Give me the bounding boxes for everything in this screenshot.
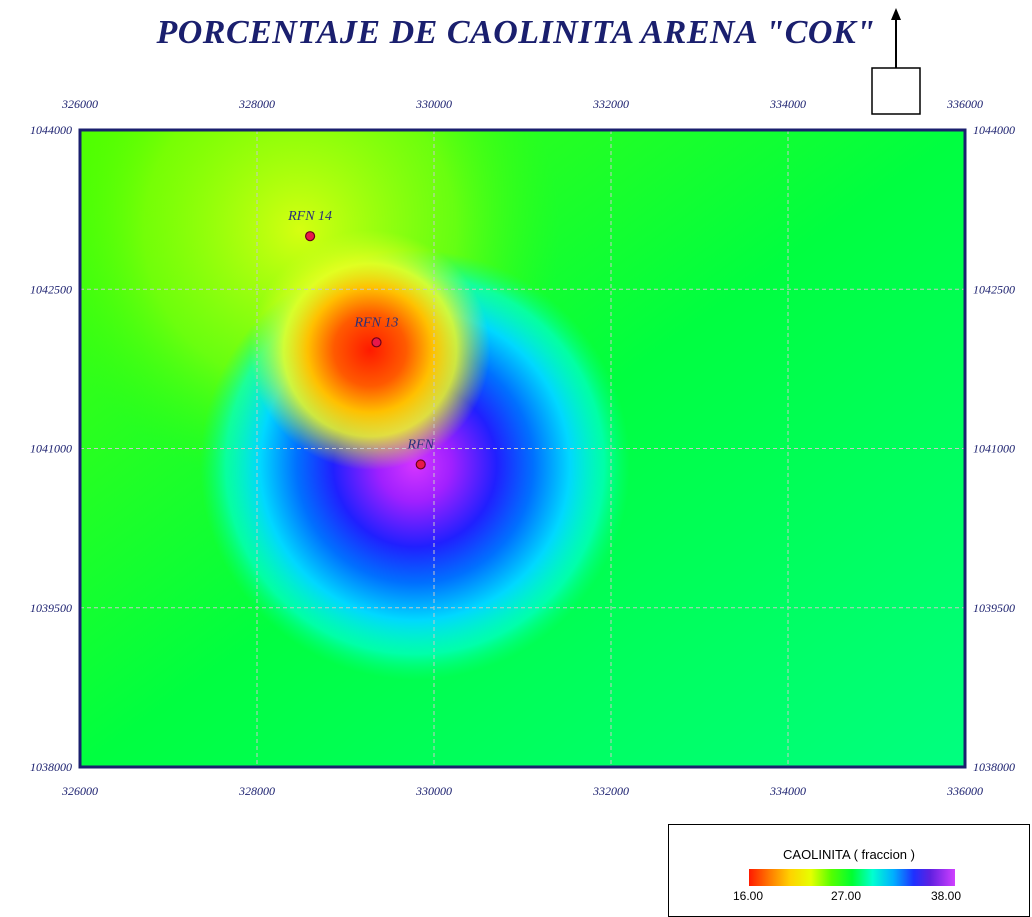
well-marker [415, 459, 426, 470]
x-tick-label-bottom: 330000 [415, 784, 452, 798]
x-tick-label-bottom: 326000 [61, 784, 98, 798]
x-tick-label-top: 326000 [61, 97, 98, 111]
map-canvas: 326000 328000 330000 332000 334000 336000 326… [30, 97, 1015, 798]
map-frame [78, 128, 967, 769]
y-axis-left: 1044000 1042500 1041000 1039500 1038000 [30, 123, 72, 774]
y-tick-label-left: 1039500 [30, 601, 72, 615]
well-marker [305, 231, 316, 242]
x-tick-label-bottom: 328000 [238, 784, 275, 798]
y-axis-right: 1044000 1042500 1041000 1039500 1038000 [973, 123, 1015, 774]
map-title: PORCENTAJE DE CAOLINITA ARENA "COK" [156, 14, 876, 51]
y-tick-label-right: 1041000 [973, 442, 1015, 456]
well-label: RFN 13 [353, 315, 398, 330]
grid-lines [80, 130, 965, 767]
y-tick-label-left: 1042500 [30, 282, 72, 296]
y-tick-label-right: 1042500 [973, 282, 1015, 296]
well-label: RFN 14 [287, 209, 332, 224]
well-marker [371, 337, 382, 348]
x-tick-label-bottom: 332000 [592, 784, 629, 798]
legend-title: CAOLINITA ( fraccion ) [783, 847, 915, 862]
x-tick-label-bottom: 336000 [946, 784, 983, 798]
y-tick-label-left: 1038000 [30, 760, 72, 774]
well-label: RFN [406, 437, 434, 452]
north-arrow-icon [871, 8, 921, 115]
y-tick-label-right: 1044000 [973, 123, 1015, 137]
color-legend: CAOLINITA ( fraccion ) 16.00 27.00 38.00 [668, 824, 1030, 917]
y-tick-label-right: 1038000 [973, 760, 1015, 774]
x-tick-label-top: 336000 [946, 97, 983, 111]
legend-max-label: 38.00 [931, 889, 962, 903]
wells-layer: RFN 14 RFN 13 RFN [287, 209, 435, 470]
x-axis-bottom: 326000 328000 330000 332000 334000 336000 [61, 784, 983, 798]
x-tick-label-top: 330000 [415, 97, 452, 111]
x-tick-label-bottom: 334000 [769, 784, 806, 798]
y-tick-label-left: 1041000 [30, 442, 72, 456]
x-axis-top: 326000 328000 330000 332000 334000 336000 [61, 97, 983, 111]
x-tick-label-top: 334000 [769, 97, 806, 111]
y-tick-label-left: 1044000 [30, 123, 72, 137]
x-tick-label-top: 332000 [592, 97, 629, 111]
legend-color-bar [749, 869, 955, 886]
y-tick-label-right: 1039500 [973, 601, 1015, 615]
legend-min-label: 16.00 [733, 889, 764, 903]
legend-mid-label: 27.00 [831, 889, 862, 903]
x-tick-label-top: 328000 [238, 97, 275, 111]
